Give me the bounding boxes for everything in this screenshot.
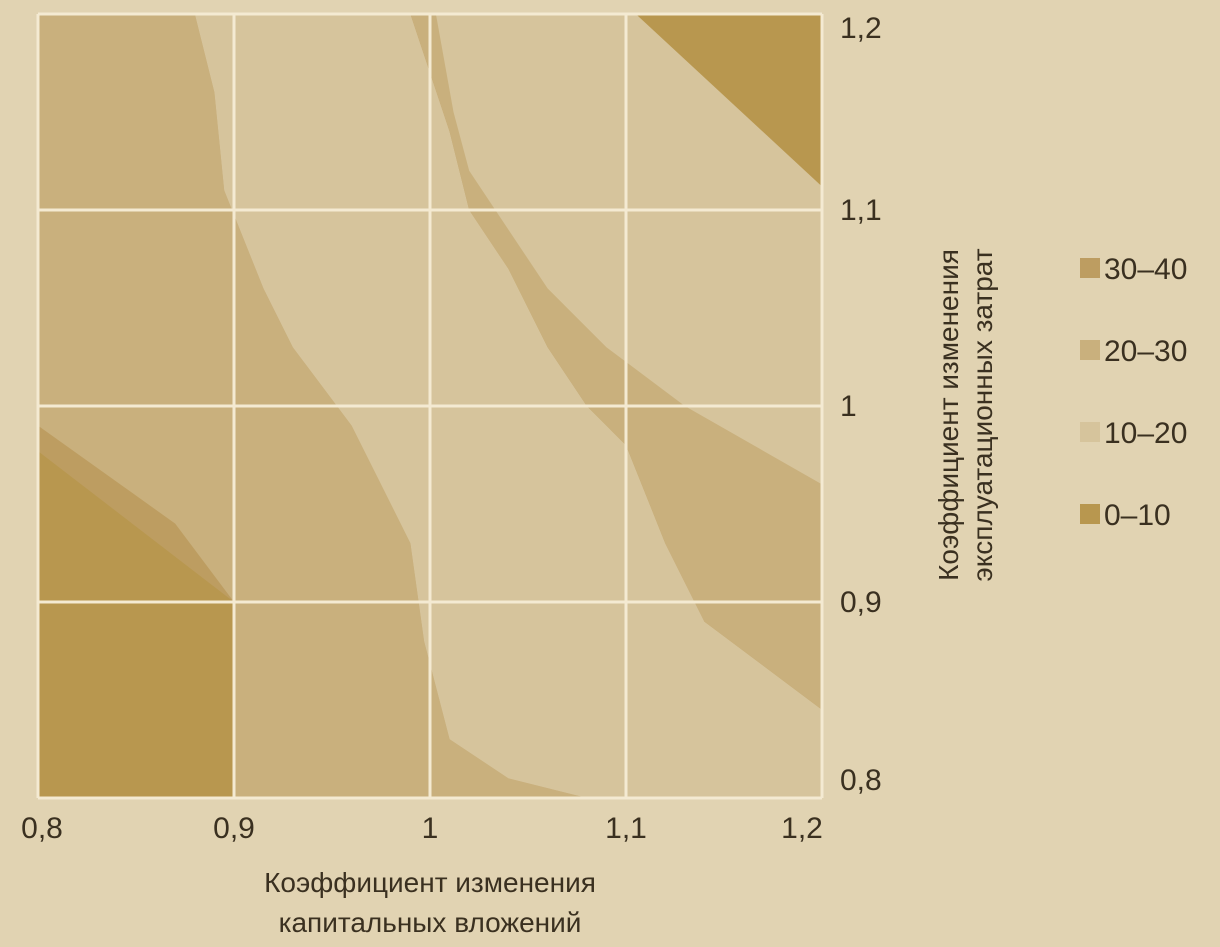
x-axis-ticks: 0,8 0,9 1 1,1 1,2 [21, 812, 823, 845]
y-axis-title-line-1: Коэффициент изменения [933, 249, 964, 581]
legend-swatch-20-30 [1080, 340, 1100, 360]
y-tick-label: 1,2 [840, 12, 882, 45]
y-tick-label: 1 [840, 390, 857, 423]
x-axis-title-line-1: Коэффициент изменения [264, 867, 596, 898]
legend-swatch-10-20 [1080, 422, 1100, 442]
legend-label-30-40: 30–40 [1104, 253, 1187, 286]
region-10-20-5 [435, 14, 822, 485]
legend-label-10-20: 10–20 [1104, 417, 1187, 450]
y-axis-title-line-2: эксплуатационных затрат [967, 248, 998, 581]
y-tick-label: 0,8 [840, 764, 882, 797]
x-tick-label: 1,2 [781, 812, 823, 845]
x-tick-label: 1,1 [605, 812, 647, 845]
region-0-10-8 [38, 451, 234, 602]
x-tick-label: 0,8 [21, 812, 63, 845]
y-tick-label: 1,1 [840, 194, 882, 227]
y-axis-title: Коэффициент изменения эксплуатационных з… [933, 248, 998, 581]
y-tick-label: 0,9 [840, 586, 882, 619]
y-axis-ticks: 0,8 0,9 1 1,1 1,2 [840, 12, 882, 797]
legend-label-0-10: 0–10 [1104, 499, 1171, 532]
legend-swatch-0-10 [1080, 504, 1100, 524]
x-tick-label: 1 [422, 812, 439, 845]
region-0-10-6 [635, 14, 822, 187]
x-tick-label: 0,9 [213, 812, 255, 845]
legend-swatch-30-40 [1080, 258, 1100, 278]
legend-label-20-30: 20–30 [1104, 335, 1187, 368]
x-axis-title-line-2: капитальных вложений [279, 907, 582, 938]
legend: 30–40 20–30 10–20 0–10 [1080, 253, 1187, 532]
grid-lines [36, 12, 824, 800]
region-0-10-7 [38, 602, 234, 798]
